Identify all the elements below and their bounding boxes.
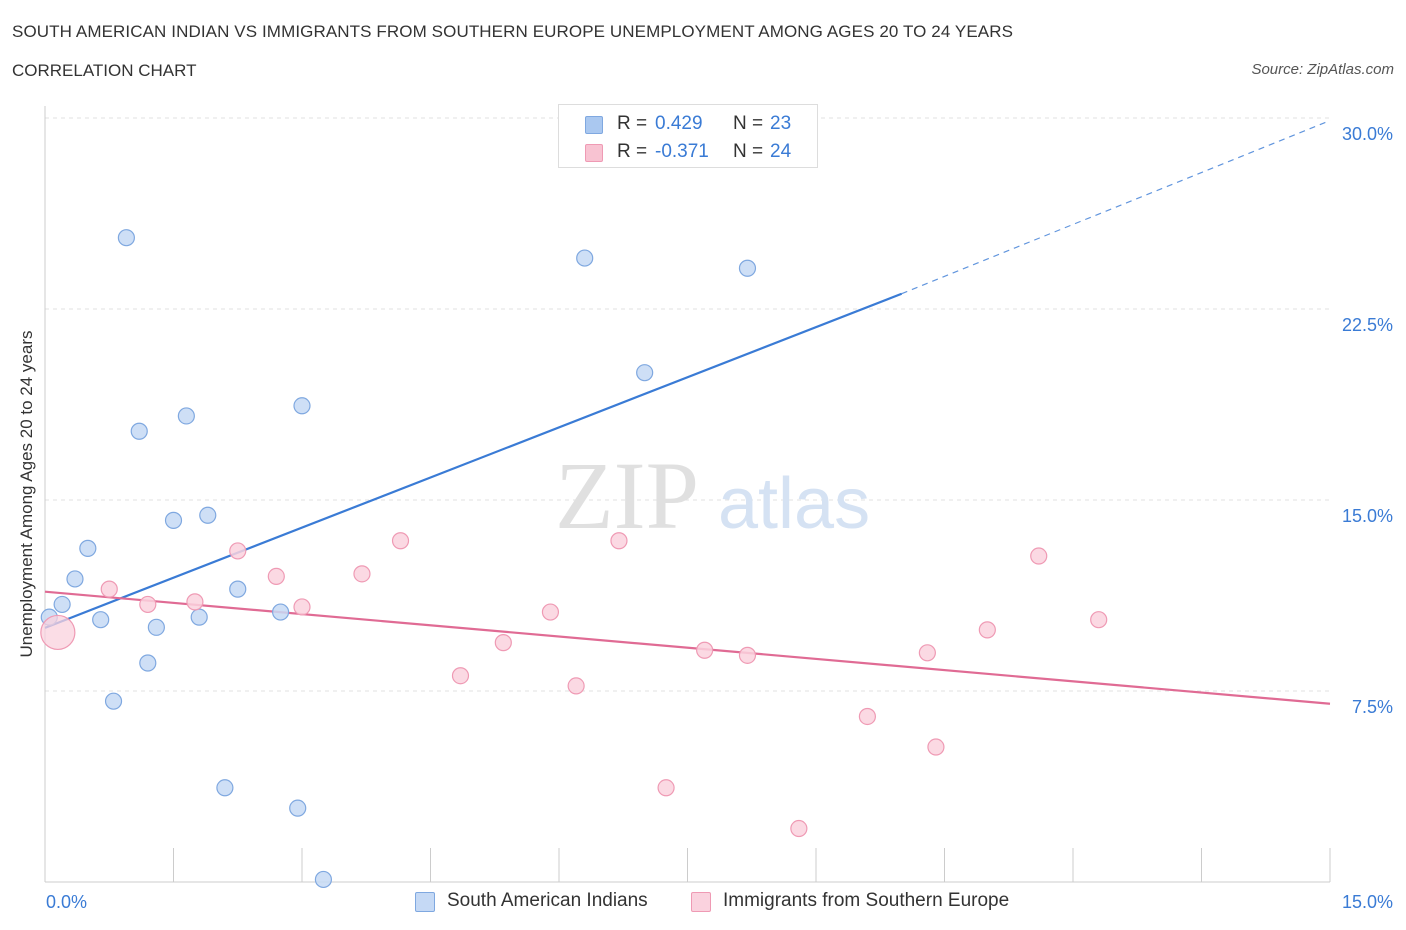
source-label: Source: ZipAtlas.com: [1251, 61, 1394, 78]
legend-r-label: R =: [617, 113, 648, 134]
data-point-south-american-indians: [139, 654, 157, 672]
legend-n-label: N =: [733, 113, 764, 134]
bottom-legend-label: Immigrants from Southern Europe: [723, 890, 1010, 911]
y-tick-label: 30.0%: [1342, 124, 1393, 144]
data-point-south-american-indians: [104, 692, 123, 710]
correlation-legend: R = 0.429 N = 23 R = -0.371 N = 24: [558, 104, 818, 168]
trend-line-extension: [901, 119, 1331, 295]
data-points: [40, 229, 1108, 889]
x-tick-label: 0.0%: [46, 892, 87, 912]
data-point-immigrants-southern-europe: [927, 738, 945, 756]
data-point-south-american-indians: [636, 364, 654, 382]
watermark: ZIP atlas: [555, 442, 870, 549]
data-point-south-american-indians: [147, 618, 165, 636]
data-point-south-american-indians: [199, 506, 217, 524]
legend-swatch-pink: [585, 144, 603, 162]
data-point-immigrants-southern-europe: [1030, 547, 1048, 565]
legend-r-value: -0.371: [655, 141, 709, 162]
data-point-south-american-indians: [53, 595, 71, 614]
data-point-immigrants-southern-europe: [494, 634, 512, 652]
tick-labels: 7.5% 15.0% 22.5% 30.0% 0.0% 15.0%: [46, 124, 1393, 912]
data-point-immigrants-southern-europe: [100, 580, 118, 598]
data-point-south-american-indians: [66, 570, 84, 588]
data-point-immigrants-southern-europe: [293, 598, 311, 616]
chart-title: SOUTH AMERICAN INDIAN VS IMMIGRANTS FROM…: [12, 22, 1014, 41]
bottom-legend-swatch-pink: [691, 892, 711, 912]
data-point-immigrants-southern-europe: [353, 565, 371, 583]
data-point-south-american-indians: [117, 229, 135, 247]
y-tick-label: 7.5%: [1352, 697, 1393, 717]
data-point-south-american-indians: [314, 870, 333, 889]
data-point-immigrants-southern-europe: [738, 646, 757, 664]
data-point-south-american-indians: [130, 422, 148, 440]
x-tick-label: 15.0%: [1342, 892, 1393, 912]
legend-n-value: 23: [770, 113, 792, 134]
data-point-south-american-indians: [177, 407, 195, 425]
legend-n-label: N =: [733, 141, 764, 162]
data-point-immigrants-southern-europe: [541, 603, 560, 621]
legend-n-value: 24: [770, 141, 792, 162]
y-tick-label: 15.0%: [1342, 506, 1393, 526]
data-point-immigrants-southern-europe: [40, 614, 76, 651]
data-point-south-american-indians: [293, 397, 311, 415]
trend-line-south-american-indians: [44, 292, 903, 629]
trend-line-immigrants-southern-europe: [44, 590, 1331, 705]
data-point-immigrants-southern-europe: [1090, 611, 1108, 629]
y-axis-label: Unemployment Among Ages 20 to 24 years: [17, 330, 36, 658]
chart-subtitle: CORRELATION CHART: [12, 61, 197, 80]
legend-r-value: 0.429: [655, 113, 703, 134]
data-point-south-american-indians: [271, 603, 290, 621]
bottom-legend-swatch-blue: [415, 892, 435, 912]
data-point-south-american-indians: [190, 608, 208, 626]
data-point-immigrants-southern-europe: [229, 542, 247, 560]
data-point-immigrants-southern-europe: [657, 779, 675, 797]
data-point-south-american-indians: [576, 249, 594, 267]
data-point-immigrants-southern-europe: [186, 593, 204, 611]
data-point-immigrants-southern-europe: [451, 667, 470, 685]
y-tick-label: 22.5%: [1342, 315, 1393, 335]
data-point-south-american-indians: [164, 511, 183, 529]
bottom-legend-label: South American Indians: [447, 890, 648, 911]
data-point-south-american-indians: [738, 259, 757, 277]
data-point-immigrants-southern-europe: [978, 621, 996, 639]
watermark-zip: ZIP: [555, 442, 699, 549]
data-point-immigrants-southern-europe: [696, 641, 714, 659]
data-point-immigrants-southern-europe: [790, 819, 808, 838]
data-point-immigrants-southern-europe: [610, 532, 628, 550]
data-point-south-american-indians: [79, 539, 97, 557]
legend-swatch-blue: [585, 116, 603, 134]
watermark-atlas: atlas: [718, 464, 870, 544]
data-point-immigrants-southern-europe: [267, 567, 285, 586]
grid-lines: [45, 117, 1330, 692]
trend-lines: [44, 119, 1331, 705]
legend-r-label: R =: [617, 141, 648, 162]
data-point-south-american-indians: [289, 799, 307, 817]
data-point-immigrants-southern-europe: [567, 677, 585, 695]
axes: [44, 106, 1331, 883]
data-point-south-american-indians: [216, 779, 234, 797]
data-point-immigrants-southern-europe: [918, 644, 936, 662]
data-point-immigrants-southern-europe: [391, 532, 410, 550]
data-point-immigrants-southern-europe: [858, 707, 877, 726]
data-point-immigrants-southern-europe: [139, 595, 157, 614]
data-point-south-american-indians: [229, 580, 247, 598]
data-point-south-american-indians: [92, 611, 110, 629]
